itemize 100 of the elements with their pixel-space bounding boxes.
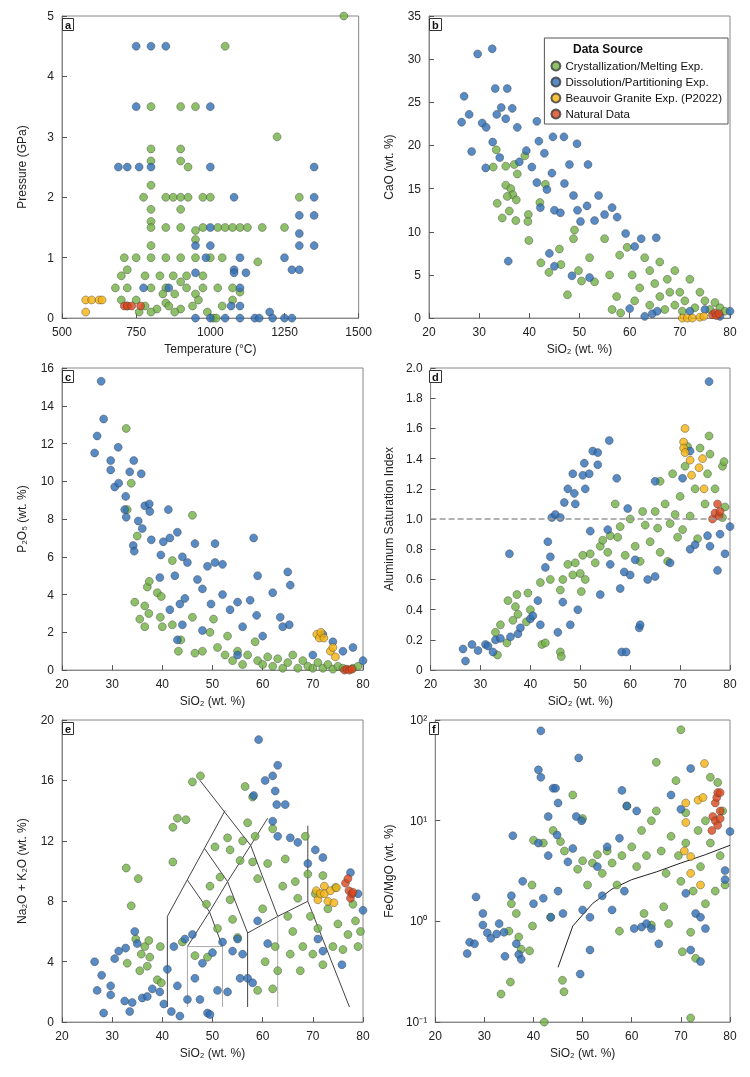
y-tick-label: 8 (47, 894, 55, 909)
y-tick-label: 4 (47, 587, 55, 602)
chart-title: e (65, 722, 72, 735)
x-tick-label: 40 (526, 1029, 541, 1044)
y-axis-title: P₂O₅ (wt. %) (15, 485, 29, 553)
x-tick-label: 750 (126, 325, 147, 340)
x-tick-label: 50 (205, 677, 220, 692)
x-tick-label: 60 (255, 1029, 270, 1044)
x-tick-label: 80 (356, 1029, 370, 1044)
y-tick-label: 12 (40, 436, 55, 451)
x-tick-label: 50 (572, 325, 587, 340)
x-axis-title: SiO₂ (wt. %) (549, 1046, 616, 1060)
x-axis-title: SiO₂ (wt. %) (547, 694, 613, 708)
legend-label: Crystallization/Melting Exp. (565, 60, 704, 72)
x-tick-label: 20 (428, 1029, 443, 1044)
x-tick-label: 500 (51, 325, 73, 340)
y-tick-label: 0.6 (405, 572, 423, 587)
x-tick-label: 1000 (196, 325, 224, 340)
y-tick-label: 10⁰ (409, 914, 428, 929)
legend-label: Beauvoir Granite Exp. (P2022) (565, 92, 723, 104)
y-tick-label: 0 (414, 311, 422, 326)
x-tick-label: 60 (625, 1029, 639, 1044)
x-tick-label: 60 (622, 325, 637, 340)
y-tick-label: 1.0 (405, 512, 423, 527)
y-axis-title: FeO/MgO (wt. %) (382, 824, 396, 918)
x-tick-label: 40 (155, 1029, 170, 1044)
y-tick-label: 1.4 (405, 451, 423, 466)
x-tick-label: 30 (477, 1029, 492, 1044)
x-tick-label: 50 (205, 1029, 220, 1044)
y-tick-label: 16 (40, 773, 55, 788)
legend-label: Dissolution/Partitioning Exp. (565, 76, 709, 88)
legend-title: Data Source (572, 42, 644, 56)
y-tick-label: 20 (407, 138, 422, 153)
y-tick-label: 20 (40, 713, 55, 727)
x-axis-title: SiO₂ (wt. %) (546, 342, 613, 356)
x-tick-label: 30 (105, 1029, 120, 1044)
y-tick-label: 10⁻¹ (405, 1015, 428, 1030)
x-tick-label: 80 (356, 677, 370, 692)
x-tick-label: 70 (673, 325, 687, 340)
x-tick-label: 60 (255, 677, 270, 692)
x-tick-label: 70 (673, 677, 688, 692)
y-tick-label: 1.6 (405, 421, 423, 436)
x-tick-label: 60 (623, 677, 638, 692)
y-tick-label: 0 (47, 663, 55, 678)
x-tick-label: 40 (523, 677, 538, 692)
y-axis-title: Pressure (GPa) (15, 125, 29, 209)
y-tick-label: 8 (47, 512, 55, 527)
y-tick-label: 2 (47, 190, 55, 205)
x-axis-title: Temperature (°C) (164, 342, 257, 356)
y-tick-label: 0.2 (405, 632, 423, 647)
y-tick-label: 14 (40, 398, 55, 413)
y-tick-label: 10¹ (409, 813, 428, 828)
y-tick-label: 0 (415, 663, 423, 678)
y-axis-title: Na₂O + K₂O (wt. %) (15, 818, 29, 924)
y-tick-label: 2 (47, 625, 55, 640)
x-tick-label: 80 (723, 677, 737, 692)
chart-title: a (65, 18, 72, 31)
x-tick-label: 80 (723, 1029, 737, 1044)
y-tick-label: 5 (414, 267, 422, 282)
y-tick-label: 2.0 (405, 361, 423, 375)
y-tick-label: 5 (47, 9, 55, 23)
y-tick-label: 1.2 (405, 481, 423, 496)
y-tick-label: 30 (407, 52, 422, 67)
x-axis-title: SiO₂ (wt. %) (179, 694, 246, 708)
y-tick-label: 0.4 (405, 602, 423, 617)
y-tick-label: 0.8 (405, 542, 423, 557)
y-axis-title: Aluminum Saturation Index (382, 447, 396, 592)
x-tick-label: 30 (472, 325, 487, 340)
chart-title: b (432, 18, 439, 31)
y-tick-label: 0 (47, 1015, 55, 1030)
y-tick-label: 1.8 (405, 391, 423, 406)
chart-title: f (432, 722, 436, 735)
legend-label: Natural Data (565, 108, 631, 120)
y-tick-label: 15 (407, 181, 422, 196)
y-tick-label: 25 (407, 95, 422, 110)
y-tick-label: 0 (47, 311, 55, 326)
y-tick-label: 4 (47, 69, 55, 84)
chart-title: d (432, 370, 439, 383)
y-tick-label: 10 (407, 224, 422, 239)
x-tick-label: 30 (105, 677, 120, 692)
x-axis-title: SiO₂ (wt. %) (179, 1046, 246, 1060)
y-tick-label: 16 (40, 361, 55, 375)
x-tick-label: 70 (674, 1029, 688, 1044)
y-tick-label: 1 (47, 250, 55, 265)
y-tick-label: 4 (47, 954, 55, 969)
x-tick-label: 80 (723, 325, 737, 340)
x-tick-label: 40 (522, 325, 537, 340)
y-axis-title: CaO (wt. %) (382, 134, 396, 200)
x-tick-label: 1500 (345, 325, 373, 340)
x-tick-label: 30 (473, 677, 488, 692)
x-tick-label: 70 (306, 1029, 320, 1044)
y-tick-label: 10² (409, 713, 428, 727)
y-tick-label: 12 (40, 833, 55, 848)
chart-title: c (65, 370, 72, 383)
y-tick-label: 35 (407, 9, 422, 23)
y-tick-label: 10 (40, 474, 55, 489)
y-tick-label: 3 (47, 129, 55, 144)
x-tick-label: 1250 (271, 325, 299, 340)
x-tick-label: 70 (306, 677, 320, 692)
x-tick-label: 40 (155, 677, 170, 692)
